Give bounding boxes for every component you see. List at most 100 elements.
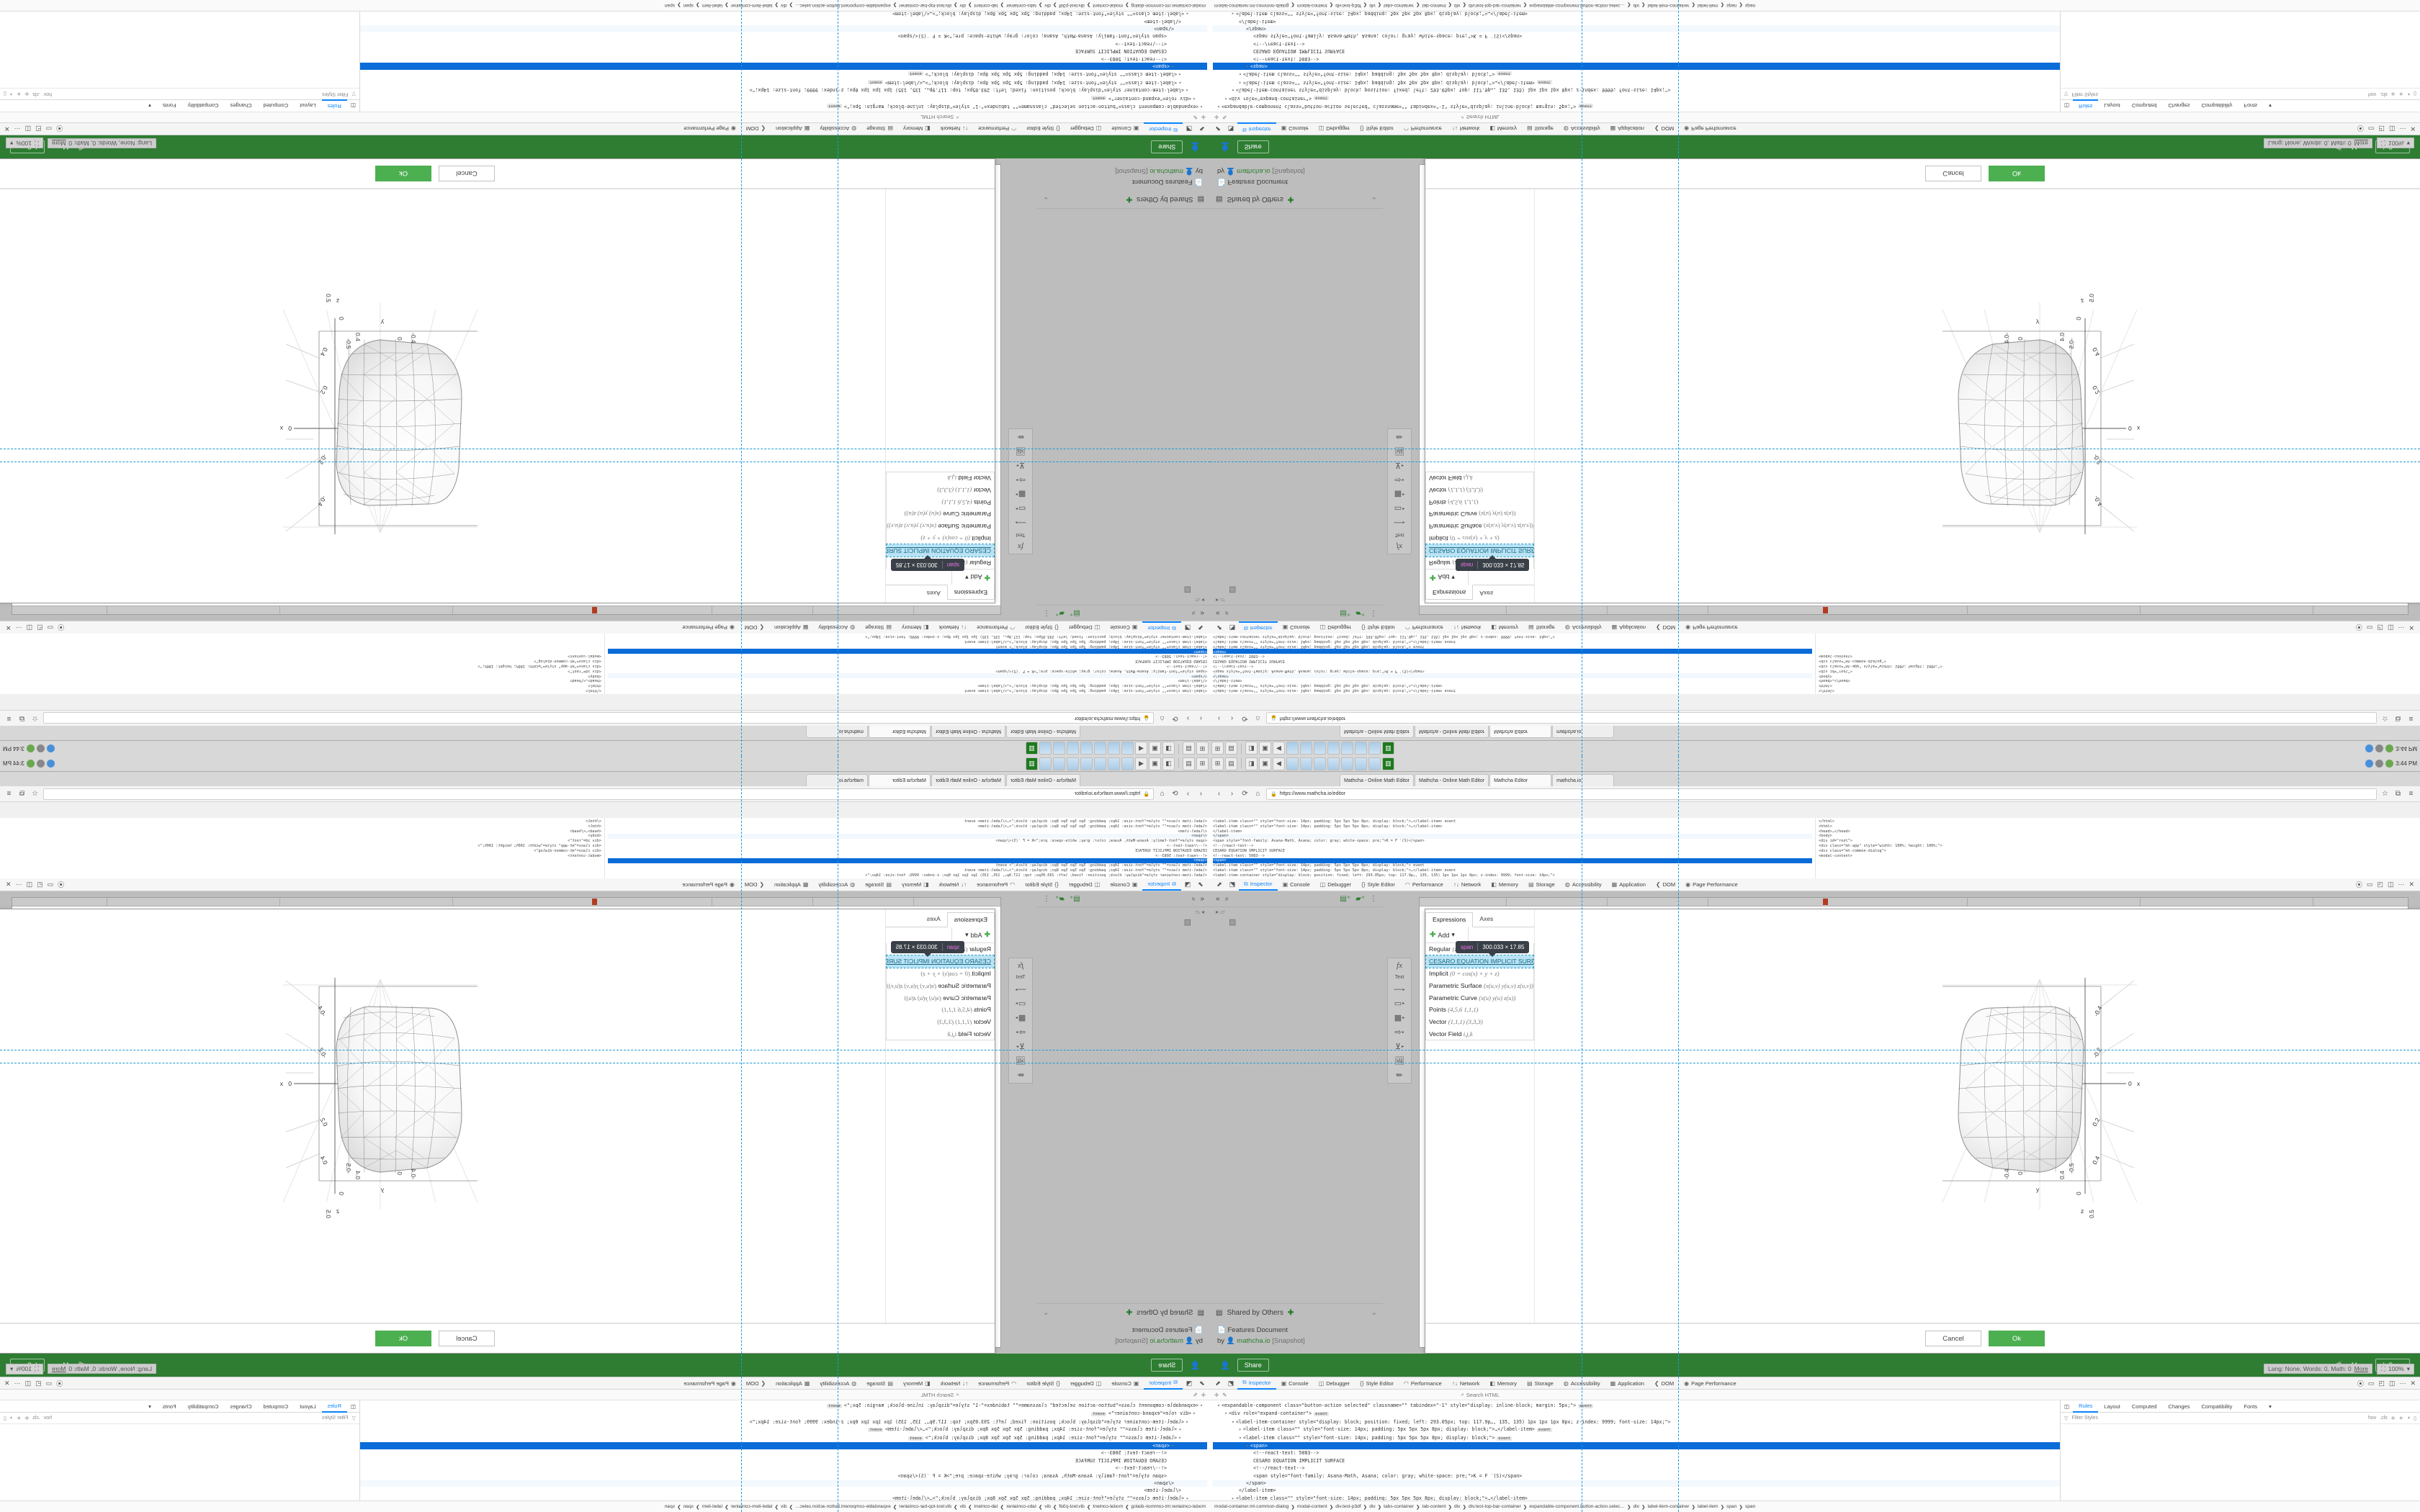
expression-row[interactable]: Points (4,5,6 1,1,1) [1426,496,1533,508]
taskbar-doc-icon[interactable] [1053,742,1065,755]
devtools-tab-performance[interactable]: ◠ Performance [972,878,1020,891]
devtools-tab-application[interactable]: ▦ Application [769,878,813,891]
twisty-icon[interactable]: ▾ [1193,1410,1196,1417]
expression-row-selected[interactable]: CESARO EQUATION IMPLICIT SURFACE K = F ′… [886,954,995,968]
taskbar-folder-icon[interactable]: ▤ [1225,757,1237,770]
home-icon[interactable]: ⌂ [1255,714,1260,722]
forward-icon[interactable]: › [1186,790,1190,798]
breadcrumb-item[interactable]: div.test-p3df [1335,3,1361,8]
hov-toggle[interactable]: hov [43,1416,53,1421]
expression-row-selected[interactable]: CESARO EQUATION IMPLICIT SURFACE K = F ′… [1425,954,1534,968]
add-expression-button[interactable]: ✚ Add ▾ [1425,927,1469,943]
taskbar-start-icon[interactable]: ⊞ [1211,757,1224,770]
expression-row[interactable]: Parametric Curve (x(u) y(u) z(u)) [887,991,994,1004]
dom-node[interactable]: ▾<expandable-component class="button-act… [1217,104,1594,109]
rules-tab-layout[interactable]: Layout [2104,102,2120,109]
taskbar-app-icon[interactable]: ◨ [1245,757,1258,770]
dock-position-icon[interactable]: ◫ [24,1379,32,1387]
address-bar[interactable]: 🔒 https://www.mathcha.io/editor [1266,788,2377,800]
breadcrumb-item[interactable]: tabs-container [1384,1504,1414,1509]
dock-tab-style-editor[interactable]: {} Style Editor [1355,123,1399,135]
split-console-icon[interactable]: ◰ [2378,1379,2385,1387]
cancel-button[interactable]: Cancel [1925,1331,1981,1346]
shared-doc-author[interactable]: mathcha.io [1150,1337,1183,1345]
twisty-icon[interactable]: ▸ [1186,1495,1188,1500]
collapse-icon[interactable]: « [1216,895,1220,903]
taskbar-doc-icon[interactable] [1355,742,1367,755]
twisty-icon[interactable]: ▸ [1178,79,1181,86]
dock-toolbar-actions[interactable]: ⦿ ▭ ◰ ◫ ⋯ ✕ [1,125,63,134]
surface-3d-plot[interactable]: 0 x -0.4 0.4 0 y -0.5 0 z [1921,965,2159,1267]
filter-styles-input[interactable]: Filter Styles [2071,91,2098,96]
rules-tab-fonts[interactable]: Fonts [162,1403,176,1410]
print-icon[interactable]: ▯ [4,1416,6,1421]
dock-tab-accessibility[interactable]: ◍ Accessibility [1559,1377,1605,1390]
dock-position-icon[interactable]: ◫ [2388,1379,2396,1387]
taskbar-folder-icon[interactable]: ▤ [1225,742,1237,755]
bookmark-star-icon[interactable]: ☆ [2382,714,2388,722]
image-icon[interactable]: 🖼 [1016,1057,1026,1066]
responsive-design-icon[interactable]: ⬔ [1186,125,1193,133]
new-folder-icon[interactable]: ▰⁺ [1355,895,1365,903]
more-options-icon[interactable]: ⋯ [2399,1379,2406,1387]
dom-node-selected[interactable]: ▾<span> [360,1442,1207,1450]
devtools-tab-debugger[interactable]: ◫ Debugger [1315,621,1357,634]
rules-tab-computed[interactable]: Computed [2131,102,2157,109]
dom-node[interactable]: ▾<div role="expand-container">event [1091,1410,1196,1417]
app-header-left[interactable]: 👤 Share [1151,1359,1200,1372]
print-icon[interactable]: ▯ [4,91,6,96]
dialog-footer[interactable]: Cancel Ok [1425,1323,2420,1353]
add-icon[interactable]: ✚ [1287,1308,1294,1317]
taskbar-doc-icon[interactable] [1368,757,1381,770]
devtools-tab-memory[interactable]: ◧ Memory [897,878,934,891]
taskbar-doc-icon[interactable] [1094,757,1106,770]
breadcrumb-item[interactable]: tabs-container [1384,3,1414,8]
dock-tab-network[interactable]: ↑↓ Network [1447,1377,1485,1390]
rules-content[interactable] [2061,9,2420,88]
arrow-icon[interactable]: ⇨ ▸ [1016,1028,1026,1037]
twisty-icon[interactable]: ▾ [1171,63,1174,69]
dom-tree[interactable]: ▾<expandable-component class="button-act… [360,12,1210,112]
shared-doc-author[interactable]: mathcha.io [1237,1337,1270,1345]
dom-node[interactable]: ▸<label-item class="" style="font-size: … [1239,79,1552,86]
cls-toggle[interactable]: .cls [2380,91,2388,96]
close-icon[interactable]: ✕ [2408,624,2414,631]
tab-expressions[interactable]: Expressions [1425,912,1474,927]
search-input[interactable]: Search HTML [920,1391,954,1398]
breadcrumb-item[interactable]: tab-content [1422,1504,1446,1509]
devtools-tab-network[interactable]: ↑↓ Network [934,878,972,891]
shared-document-item[interactable]: 📄 Features Document by 👤 mathcha.io [Sna… [1037,1321,1210,1354]
tab-expressions[interactable]: Expressions [946,585,995,600]
close-icon[interactable]: ✕ [6,624,12,631]
devtools-tab-memory[interactable]: ◧ Memory [897,621,934,634]
close-icon[interactable]: ✕ [2410,125,2416,133]
devtools-tab-performance[interactable]: ◠ Performance [972,621,1020,634]
sidebar-toggle-icon[interactable]: ◫ [2064,102,2070,109]
new-document-icon[interactable]: ▤⁺ [1069,895,1080,903]
app-header-left[interactable]: 👤 Share [1151,140,1200,153]
taskbar-active-window-icon[interactable]: ▥ [1026,757,1038,770]
expression-row[interactable]: Vector Field i,j,k [1426,472,1533,485]
fullscreen-icon[interactable]: ⛶ [35,1364,39,1372]
dom-node[interactable]: ▸<label-item class="" style="font-size: … [892,1495,1188,1500]
ok-button[interactable]: Ok [375,166,431,181]
devtools-tab-page-performance[interactable]: ◉ Page Performance [677,878,740,891]
tray-network-icon[interactable] [46,760,55,768]
close-icon[interactable]: ✕ [6,881,12,888]
editor-tool-palette[interactable]: fx Text — ▸ ▭ ▸ ▦ ▸ ⇨ ▸ ⊻ ▸ 🖼 ✏ [1008,958,1033,1084]
add-rule-icon[interactable]: ✛ [2390,91,2396,96]
chevron-down-icon[interactable]: ▾ [2406,140,2410,148]
breadcrumb-item[interactable]: modal-content [1296,3,1327,8]
dom-node[interactable]: ▾<label-item class="" style="font-size: … [1239,1434,1512,1441]
dom-node[interactable]: ▾<div role="expand-container">event [1224,95,1329,102]
dock-tab-inspector[interactable]: ⧉ Inspector [1144,1377,1183,1390]
more-options-icon[interactable]: ⋯ [2398,624,2405,631]
more-options-icon[interactable]: ⋯ [15,881,22,888]
devtools-tab-accessibility[interactable]: ◍ Accessibility [1560,621,1607,634]
twisty-icon[interactable]: ▸ [1239,1426,1242,1433]
taskbar-app-icon[interactable]: ▣ [1149,757,1161,770]
taskbar-doc-icon[interactable] [1327,757,1340,770]
taskbar-doc-icon[interactable] [1080,757,1093,770]
more-link[interactable]: More [2354,140,2369,147]
twisty-icon[interactable]: ▾ [1186,1418,1188,1425]
